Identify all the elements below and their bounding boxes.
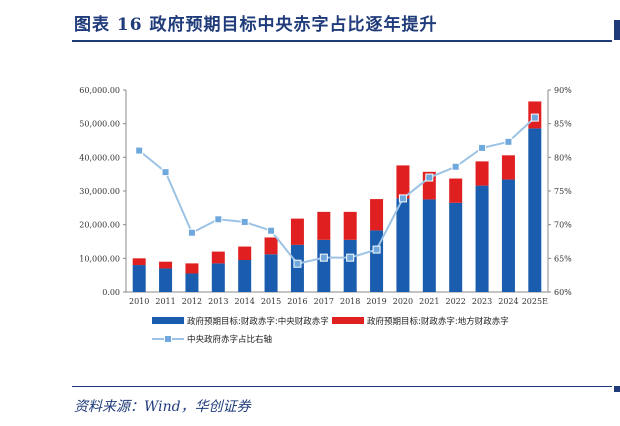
- left-tick-label: 50,000.00: [79, 120, 120, 129]
- right-tick-label: 90%: [554, 86, 572, 95]
- ratio-point: [319, 253, 328, 262]
- bar-central: [343, 239, 357, 292]
- ratio-point: [504, 137, 513, 146]
- ratio-point: [530, 113, 539, 122]
- ratio-point: [135, 146, 144, 155]
- title-divider: [72, 40, 612, 42]
- source-note: 资料来源：Wind，华创证券: [74, 399, 251, 415]
- left-tick-label: 0.00: [102, 288, 120, 297]
- left-tick-label: 30,000.00: [79, 187, 120, 196]
- bar-local: [449, 178, 463, 203]
- bar-local: [238, 246, 252, 261]
- x-tick-label: 2014: [235, 297, 255, 306]
- x-tick-label: 2025E: [522, 297, 548, 306]
- bar-central: [396, 198, 410, 292]
- bar-local: [185, 263, 199, 274]
- legend-label-ratio: 中央政府赤字占比右轴: [187, 334, 272, 345]
- bar-central: [264, 254, 278, 292]
- x-tick-label: 2022: [446, 297, 466, 306]
- footer-divider: [72, 386, 612, 387]
- x-tick-label: 2021: [419, 297, 439, 306]
- bar-local: [343, 211, 357, 240]
- legend-swatch-ratio-marker: [164, 335, 172, 343]
- bar-central: [159, 268, 173, 292]
- ratio-point: [240, 217, 249, 226]
- bar-central: [185, 273, 199, 292]
- left-tick-label: 20,000.00: [79, 221, 120, 230]
- right-tick-label: 85%: [554, 120, 572, 129]
- ratio-point: [372, 245, 381, 254]
- x-tick-label: 2018: [340, 297, 360, 306]
- bar-local: [290, 218, 304, 245]
- bar-central: [132, 265, 146, 292]
- x-tick-label: 2015: [261, 297, 281, 306]
- bar-local: [475, 161, 489, 186]
- x-tick-label: 2024: [498, 297, 518, 306]
- bar-central: [317, 239, 331, 292]
- bar-local: [159, 261, 173, 269]
- x-tick-label: 2010: [129, 297, 149, 306]
- legend-swatch-local: [332, 317, 364, 324]
- ratio-point: [161, 168, 170, 177]
- bar-local: [501, 155, 515, 180]
- right-tick-label: 60%: [554, 288, 572, 297]
- right-tick-label: 70%: [554, 221, 572, 230]
- x-tick-label: 2017: [314, 297, 334, 306]
- legend-label-local: 政府预期目标:财政赤字:地方财政赤字: [367, 316, 509, 327]
- x-tick-label: 2023: [472, 297, 492, 306]
- x-tick-label: 2012: [182, 297, 202, 306]
- ratio-point: [478, 143, 487, 152]
- x-tick-label: 2016: [287, 297, 307, 306]
- right-tick-label: 80%: [554, 153, 572, 162]
- bar-central: [290, 244, 304, 292]
- legend-swatch-central: [152, 317, 184, 324]
- bar-central: [211, 263, 225, 292]
- ratio-line: [138, 116, 536, 265]
- left-tick-label: 10,000.00: [79, 254, 120, 263]
- ratio-point: [398, 194, 407, 203]
- left-tick-label: 60,000.00: [79, 86, 120, 95]
- left-tick-label: 40,000.00: [79, 153, 120, 162]
- x-tick-label: 2013: [208, 297, 228, 306]
- bar-local: [317, 211, 331, 240]
- ratio-point: [267, 226, 276, 235]
- bar-local: [132, 258, 146, 266]
- right-tick-label: 65%: [554, 254, 572, 263]
- legend-label-central: 政府预期目标:财政赤字:中央财政赤字: [187, 316, 329, 327]
- bar-central: [528, 128, 542, 292]
- x-tick-label: 2011: [155, 297, 175, 306]
- bar-local: [370, 199, 384, 231]
- ratio-point: [214, 215, 223, 224]
- edge-marker-top: [614, 20, 620, 40]
- bar-local: [211, 251, 225, 264]
- page-title: 图表 16 政府预期目标中央赤字占比逐年提升: [74, 15, 438, 35]
- bar-central: [449, 202, 463, 292]
- ratio-point: [293, 259, 302, 268]
- bar-central: [238, 260, 252, 292]
- bar-local: [396, 165, 410, 199]
- bar-local: [264, 237, 278, 255]
- bar-central: [501, 179, 515, 292]
- x-tick-label: 2020: [393, 297, 413, 306]
- bar-central: [422, 199, 436, 292]
- ratio-point: [346, 253, 355, 262]
- right-tick-label: 75%: [554, 187, 572, 196]
- bar-central: [475, 185, 489, 292]
- ratio-point: [187, 228, 196, 237]
- x-tick-label: 2019: [366, 297, 386, 306]
- ratio-point: [451, 162, 460, 171]
- ratio-point: [425, 173, 434, 182]
- edge-marker-bottom: [614, 386, 620, 392]
